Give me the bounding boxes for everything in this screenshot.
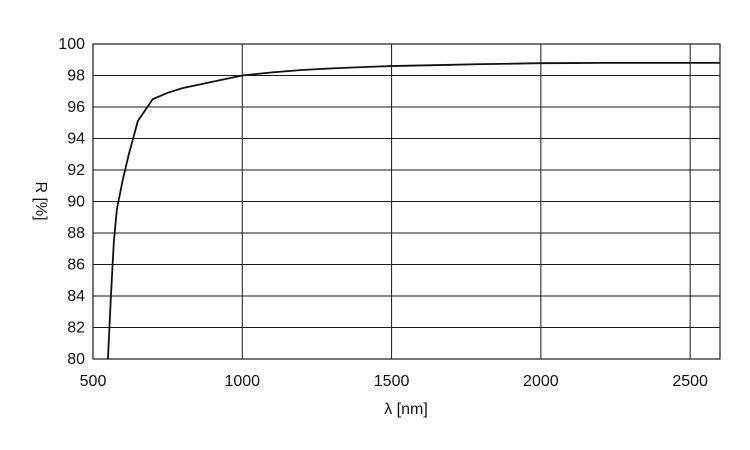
y-axis-label: R [%] bbox=[32, 181, 49, 220]
x-tick-label: 1500 bbox=[374, 373, 410, 390]
y-tick-label: 96 bbox=[67, 99, 85, 116]
x-axis-label: λ [nm] bbox=[384, 401, 428, 418]
x-tick-label: 2000 bbox=[523, 373, 559, 390]
tick-labels: 80 82 84 86 88 90 92 94 96 98 100 500 1000 1500 2000 25… bbox=[58, 36, 708, 390]
series-line bbox=[107, 62, 720, 360]
x-tick-label: 1000 bbox=[224, 373, 260, 390]
y-tick-label: 80 bbox=[67, 351, 85, 368]
y-tick-label: 88 bbox=[67, 225, 85, 242]
series-layer bbox=[107, 62, 720, 360]
y-tick-label: 100 bbox=[58, 36, 85, 53]
y-tick-label: 90 bbox=[67, 194, 85, 211]
y-tick-label: 84 bbox=[67, 288, 85, 305]
y-tick-label: 98 bbox=[67, 68, 85, 85]
y-tick-label: 86 bbox=[67, 257, 85, 274]
grid-layer bbox=[92, 43, 720, 360]
plot-frame bbox=[92, 43, 721, 360]
y-tick-label: 82 bbox=[67, 320, 85, 337]
x-tick-label: 2500 bbox=[672, 373, 708, 390]
y-tick-label: 94 bbox=[67, 131, 85, 148]
y-tick-label: 92 bbox=[67, 162, 85, 179]
x-tick-label: 500 bbox=[80, 373, 107, 390]
